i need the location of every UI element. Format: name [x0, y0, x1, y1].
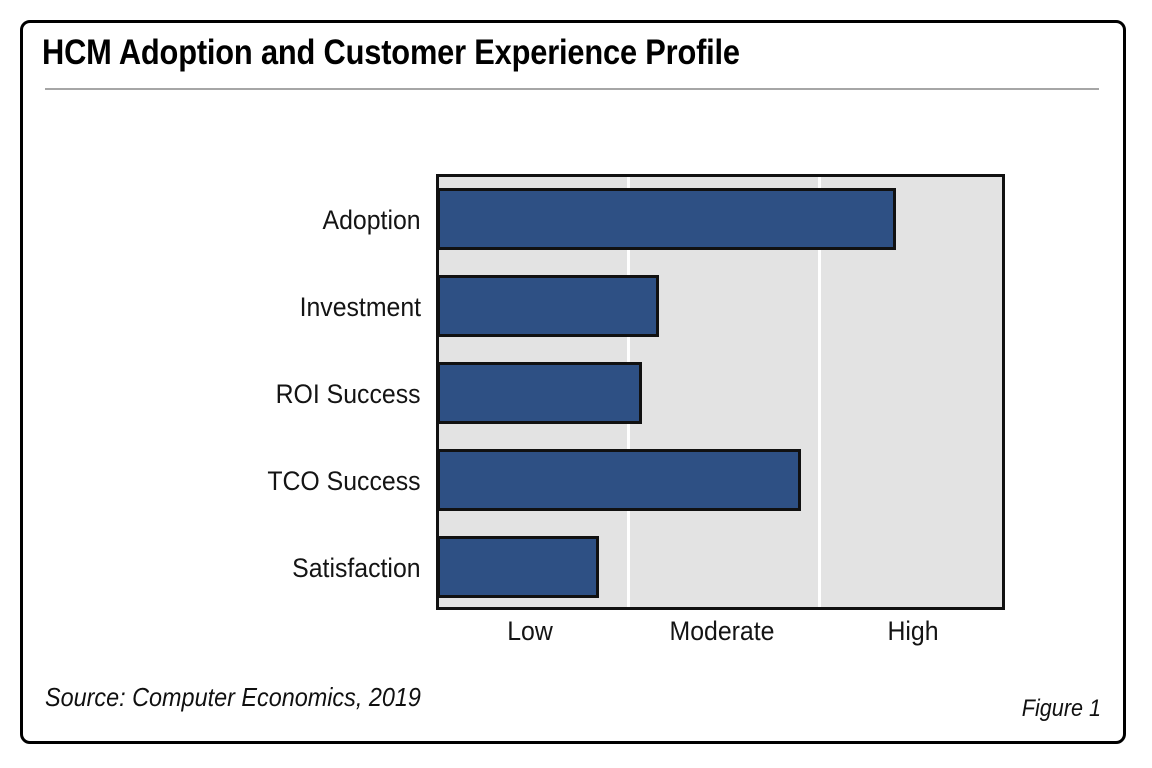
chart-plot-wrapper: Adoption Investment ROI Success TCO Succ…	[23, 23, 1129, 747]
category-label-roi-success: ROI Success	[276, 379, 421, 409]
bar-adoption[interactable]	[439, 188, 896, 250]
title-divider	[45, 88, 1099, 90]
bar-satisfaction[interactable]	[439, 536, 599, 598]
bars-layer	[439, 177, 1002, 607]
gridline-high	[818, 177, 821, 607]
figure-card: HCM Adoption and Customer Experience Pro…	[20, 20, 1126, 744]
bar-tco-success[interactable]	[439, 449, 801, 511]
category-label-investment: Investment	[299, 292, 421, 322]
bar-investment[interactable]	[439, 275, 659, 337]
tick-label-low: Low	[507, 616, 553, 646]
source-note: Source: Computer Economics, 2019	[45, 682, 421, 712]
bar-roi-success[interactable]	[439, 362, 642, 424]
plot-area	[436, 174, 1005, 610]
tick-label-moderate: Moderate	[669, 616, 775, 646]
category-label-adoption: Adoption	[322, 205, 421, 235]
value-axis-tick-labels: Low Moderate High	[436, 616, 1005, 656]
page-title: HCM Adoption and Customer Experience Pro…	[42, 33, 740, 72]
title-block: HCM Adoption and Customer Experience Pro…	[42, 31, 1104, 75]
tick-label-high: High	[887, 616, 939, 646]
category-label-satisfaction: Satisfaction	[292, 553, 421, 583]
category-axis-labels: Adoption Investment ROI Success TCO Succ…	[153, 174, 421, 610]
category-label-tco-success: TCO Success	[267, 466, 421, 496]
figure-number-label: Figure 1	[1021, 695, 1101, 722]
